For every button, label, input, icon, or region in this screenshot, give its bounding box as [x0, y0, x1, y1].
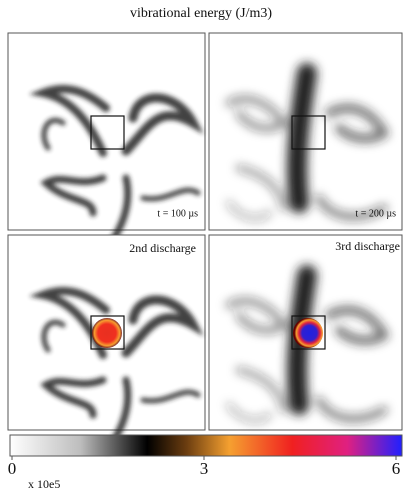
panel	[7, 234, 206, 450]
panel	[208, 234, 403, 431]
panel-label: 3rd discharge	[335, 239, 400, 253]
figure-title: vibrational energy (J/m3)	[130, 6, 272, 21]
tick-label: 3	[200, 459, 209, 478]
panel	[208, 32, 403, 231]
colorbar	[9, 434, 403, 457]
colorbar-multiplier: x 10e5	[28, 477, 60, 491]
panel	[7, 32, 206, 248]
tick-label: 0	[8, 459, 17, 478]
panel-label: t = 200 µs	[355, 208, 396, 219]
panel-label: t = 100 µs	[157, 208, 198, 219]
panel-label: 2nd discharge	[129, 241, 196, 255]
tick-label: 6	[392, 459, 401, 478]
